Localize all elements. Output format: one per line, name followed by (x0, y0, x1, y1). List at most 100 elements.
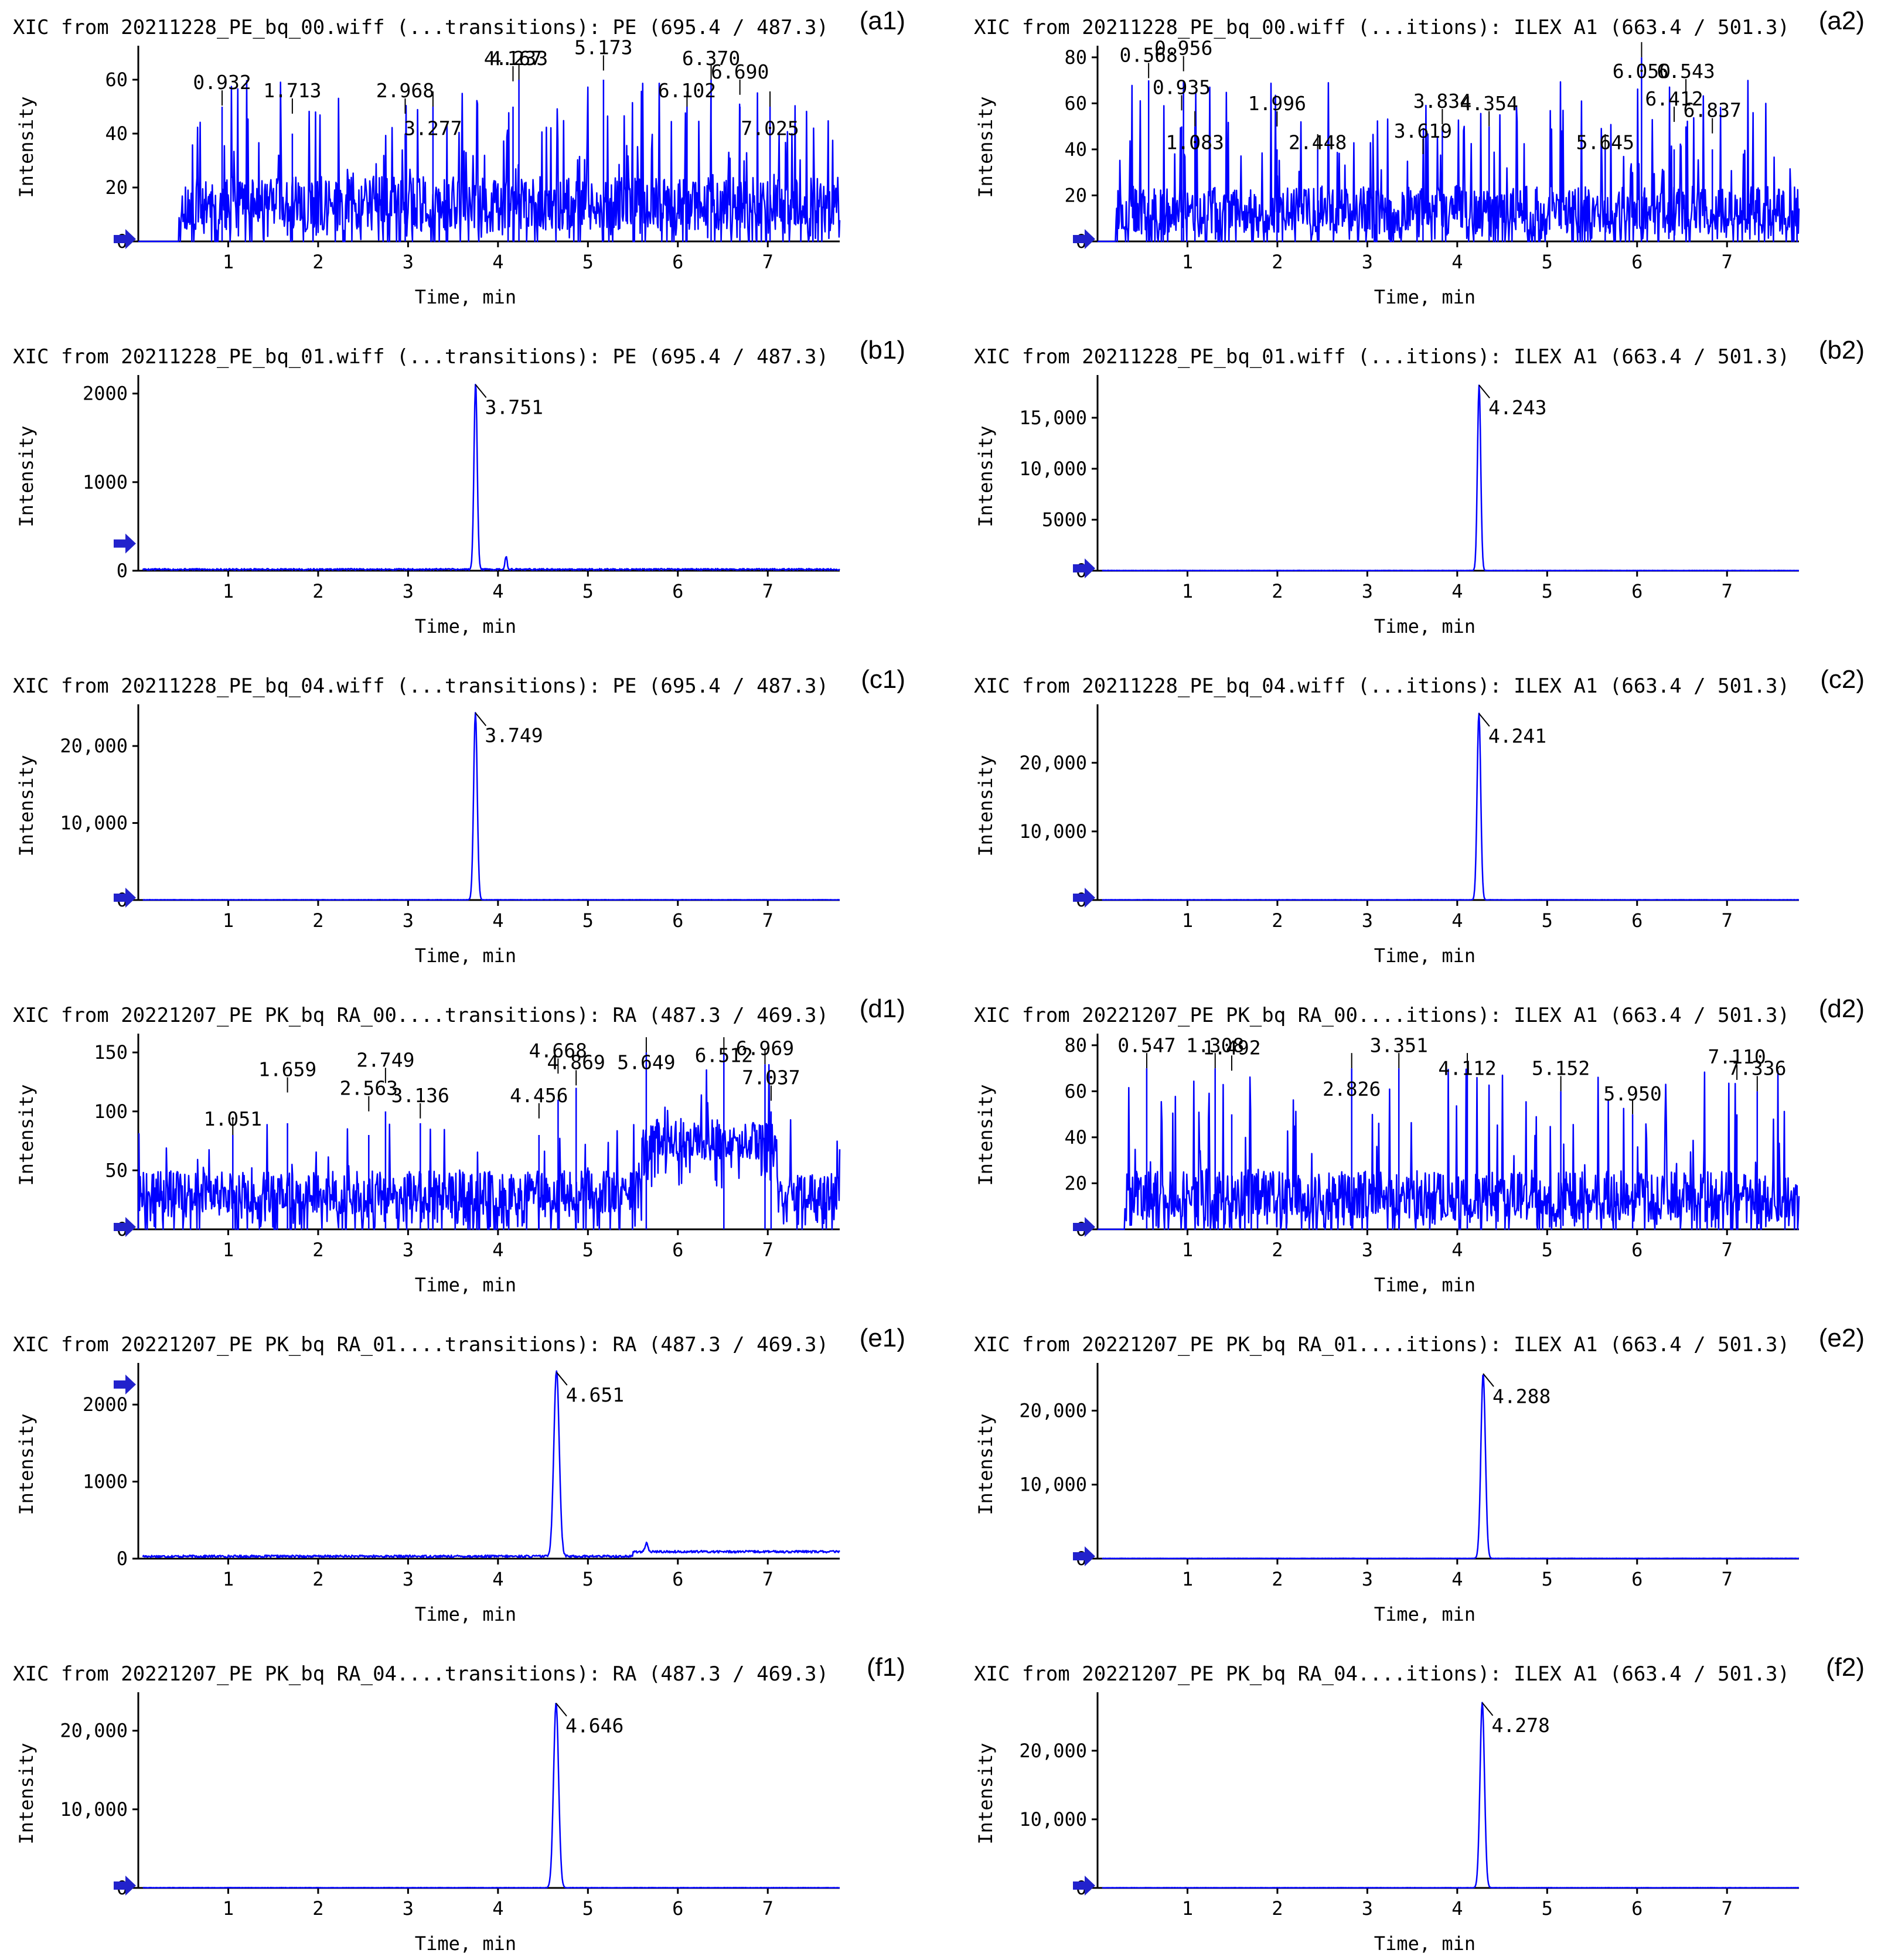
peak-label: 6.050 (1613, 60, 1671, 83)
baseline-marker-icon (1073, 1546, 1095, 1566)
peak-label: 5.152 (1532, 1057, 1590, 1080)
x-tick-label: 7 (762, 1897, 773, 1920)
y-tick-label: 60 (1064, 1080, 1087, 1102)
x-tick-label: 3 (1362, 909, 1373, 932)
peak-label: 4.456 (510, 1084, 568, 1107)
baseline-marker-icon (114, 533, 136, 554)
y-axis-title: Intensity (974, 425, 997, 527)
peak-label: 4.243 (1488, 396, 1546, 419)
x-axis-title: Time, min (415, 615, 516, 638)
baseline-marker-icon (114, 888, 136, 908)
peak-label: 7.037 (742, 1066, 800, 1089)
chart-panel-a1: XIC from 20211228_PE_bq_00.wiff (...tran… (13, 6, 905, 308)
peak-label: 2.563 (340, 1077, 398, 1100)
xic-trace (1097, 57, 1800, 243)
panel-title: XIC from 20211228_PE_bq_01.wiff (...tran… (13, 345, 829, 369)
x-tick-label: 4 (1451, 580, 1463, 602)
peak-label: 0.568 (1119, 43, 1177, 66)
peak-label: 7.110 (1708, 1045, 1766, 1068)
x-tick-label: 5 (582, 1897, 594, 1920)
x-tick-label: 1 (1182, 1239, 1193, 1261)
x-tick-label: 5 (582, 909, 594, 932)
peak-label: 1.996 (1248, 92, 1306, 115)
peak-label-leader (1478, 384, 1490, 398)
x-axis-title: Time, min (1374, 1274, 1476, 1296)
x-tick-label: 2 (1272, 1239, 1283, 1261)
xic-trace (137, 1052, 841, 1230)
panel-title: XIC from 20211228_PE_bq_00.wiff (...itio… (974, 16, 1790, 39)
peak-label: 2.826 (1323, 1078, 1381, 1100)
x-tick-label: 5 (1542, 1568, 1553, 1590)
panel-label: (f2) (1826, 1653, 1865, 1682)
peak-label: 0.956 (1154, 37, 1212, 60)
x-tick-label: 6 (1631, 580, 1643, 602)
peak-label-leader (556, 1372, 568, 1386)
x-tick-label: 6 (1631, 1897, 1643, 1920)
x-tick-label: 1 (223, 251, 234, 273)
y-tick-label: 20,000 (60, 1720, 128, 1742)
chart-panel-d2: XIC from 20221207_PE PK_bq RA_00....itio… (974, 994, 1865, 1296)
chart-panel-e2: XIC from 20221207_PE PK_bq RA_01....itio… (974, 1324, 1865, 1625)
peak-label: 4.354 (1460, 92, 1518, 115)
y-tick-label: 10,000 (60, 1798, 128, 1821)
panel-title: XIC from 20211228_PE_bq_04.wiff (...tran… (13, 674, 829, 698)
y-axis-title: Intensity (15, 96, 38, 197)
y-axis-title: Intensity (974, 755, 997, 856)
y-tick-label: 10,000 (1019, 1474, 1087, 1496)
y-tick-label: 10,000 (1019, 1808, 1087, 1831)
x-tick-label: 4 (492, 1568, 503, 1590)
x-axis-title: Time, min (1374, 615, 1476, 638)
panel-label: (d2) (1819, 994, 1865, 1023)
x-tick-label: 4 (1451, 909, 1463, 932)
x-tick-label: 7 (1722, 1239, 1733, 1261)
peak-label: 4.241 (1488, 725, 1546, 748)
y-tick-label: 50 (105, 1159, 128, 1181)
y-tick-label: 0 (117, 560, 128, 582)
y-tick-label: 10,000 (1019, 820, 1087, 843)
panel-title: XIC from 20221207_PE PK_bq RA_04....tran… (13, 1662, 829, 1686)
baseline-marker-icon (1073, 1217, 1095, 1237)
peak-label: 3.136 (391, 1084, 449, 1107)
xic-trace (1097, 1068, 1800, 1230)
baseline-marker-icon (1073, 558, 1095, 578)
x-tick-label: 1 (1182, 1568, 1193, 1590)
y-axis-title: Intensity (15, 1084, 38, 1185)
baseline-marker-icon (1073, 229, 1095, 249)
peak-label: 4.869 (547, 1051, 605, 1073)
xic-trace (142, 383, 840, 571)
peak-label: 2.968 (376, 79, 434, 102)
peak-label: 4.646 (565, 1714, 623, 1737)
y-axis-title: Intensity (974, 1743, 997, 1844)
x-tick-label: 6 (672, 580, 683, 602)
xic-trace (1102, 384, 1800, 572)
x-axis-title: Time, min (415, 1932, 516, 1955)
x-tick-label: 2 (312, 909, 323, 932)
peak-label: 3.834 (1413, 90, 1471, 113)
peak-label: 3.751 (485, 396, 543, 419)
y-tick-label: 80 (1064, 46, 1087, 69)
y-axis-title: Intensity (974, 1084, 997, 1185)
peak-label: 2.448 (1289, 131, 1347, 154)
xic-trace (1102, 1702, 1800, 1889)
y-tick-label: 40 (1064, 1126, 1087, 1148)
chart-panel-a2: XIC from 20211228_PE_bq_00.wiff (...itio… (974, 6, 1865, 308)
x-tick-label: 3 (403, 1897, 414, 1920)
peak-label: 6.370 (682, 47, 740, 70)
panel-label: (c1) (861, 665, 905, 694)
x-tick-label: 1 (223, 1897, 234, 1920)
y-tick-label: 20,000 (60, 735, 128, 757)
x-tick-label: 7 (1722, 909, 1733, 932)
peak-label: 6.102 (658, 79, 716, 102)
peak-label: 6.690 (711, 60, 769, 83)
x-tick-label: 4 (492, 580, 503, 602)
baseline-marker-icon (1073, 1876, 1095, 1896)
y-tick-label: 20,000 (1019, 752, 1087, 774)
x-tick-label: 2 (1272, 251, 1283, 273)
x-tick-label: 2 (312, 1897, 323, 1920)
x-tick-label: 7 (762, 909, 773, 932)
x-axis-title: Time, min (415, 286, 516, 308)
panel-label: (d1) (860, 994, 905, 1023)
y-tick-label: 15,000 (1019, 407, 1087, 429)
x-tick-label: 4 (492, 1897, 503, 1920)
